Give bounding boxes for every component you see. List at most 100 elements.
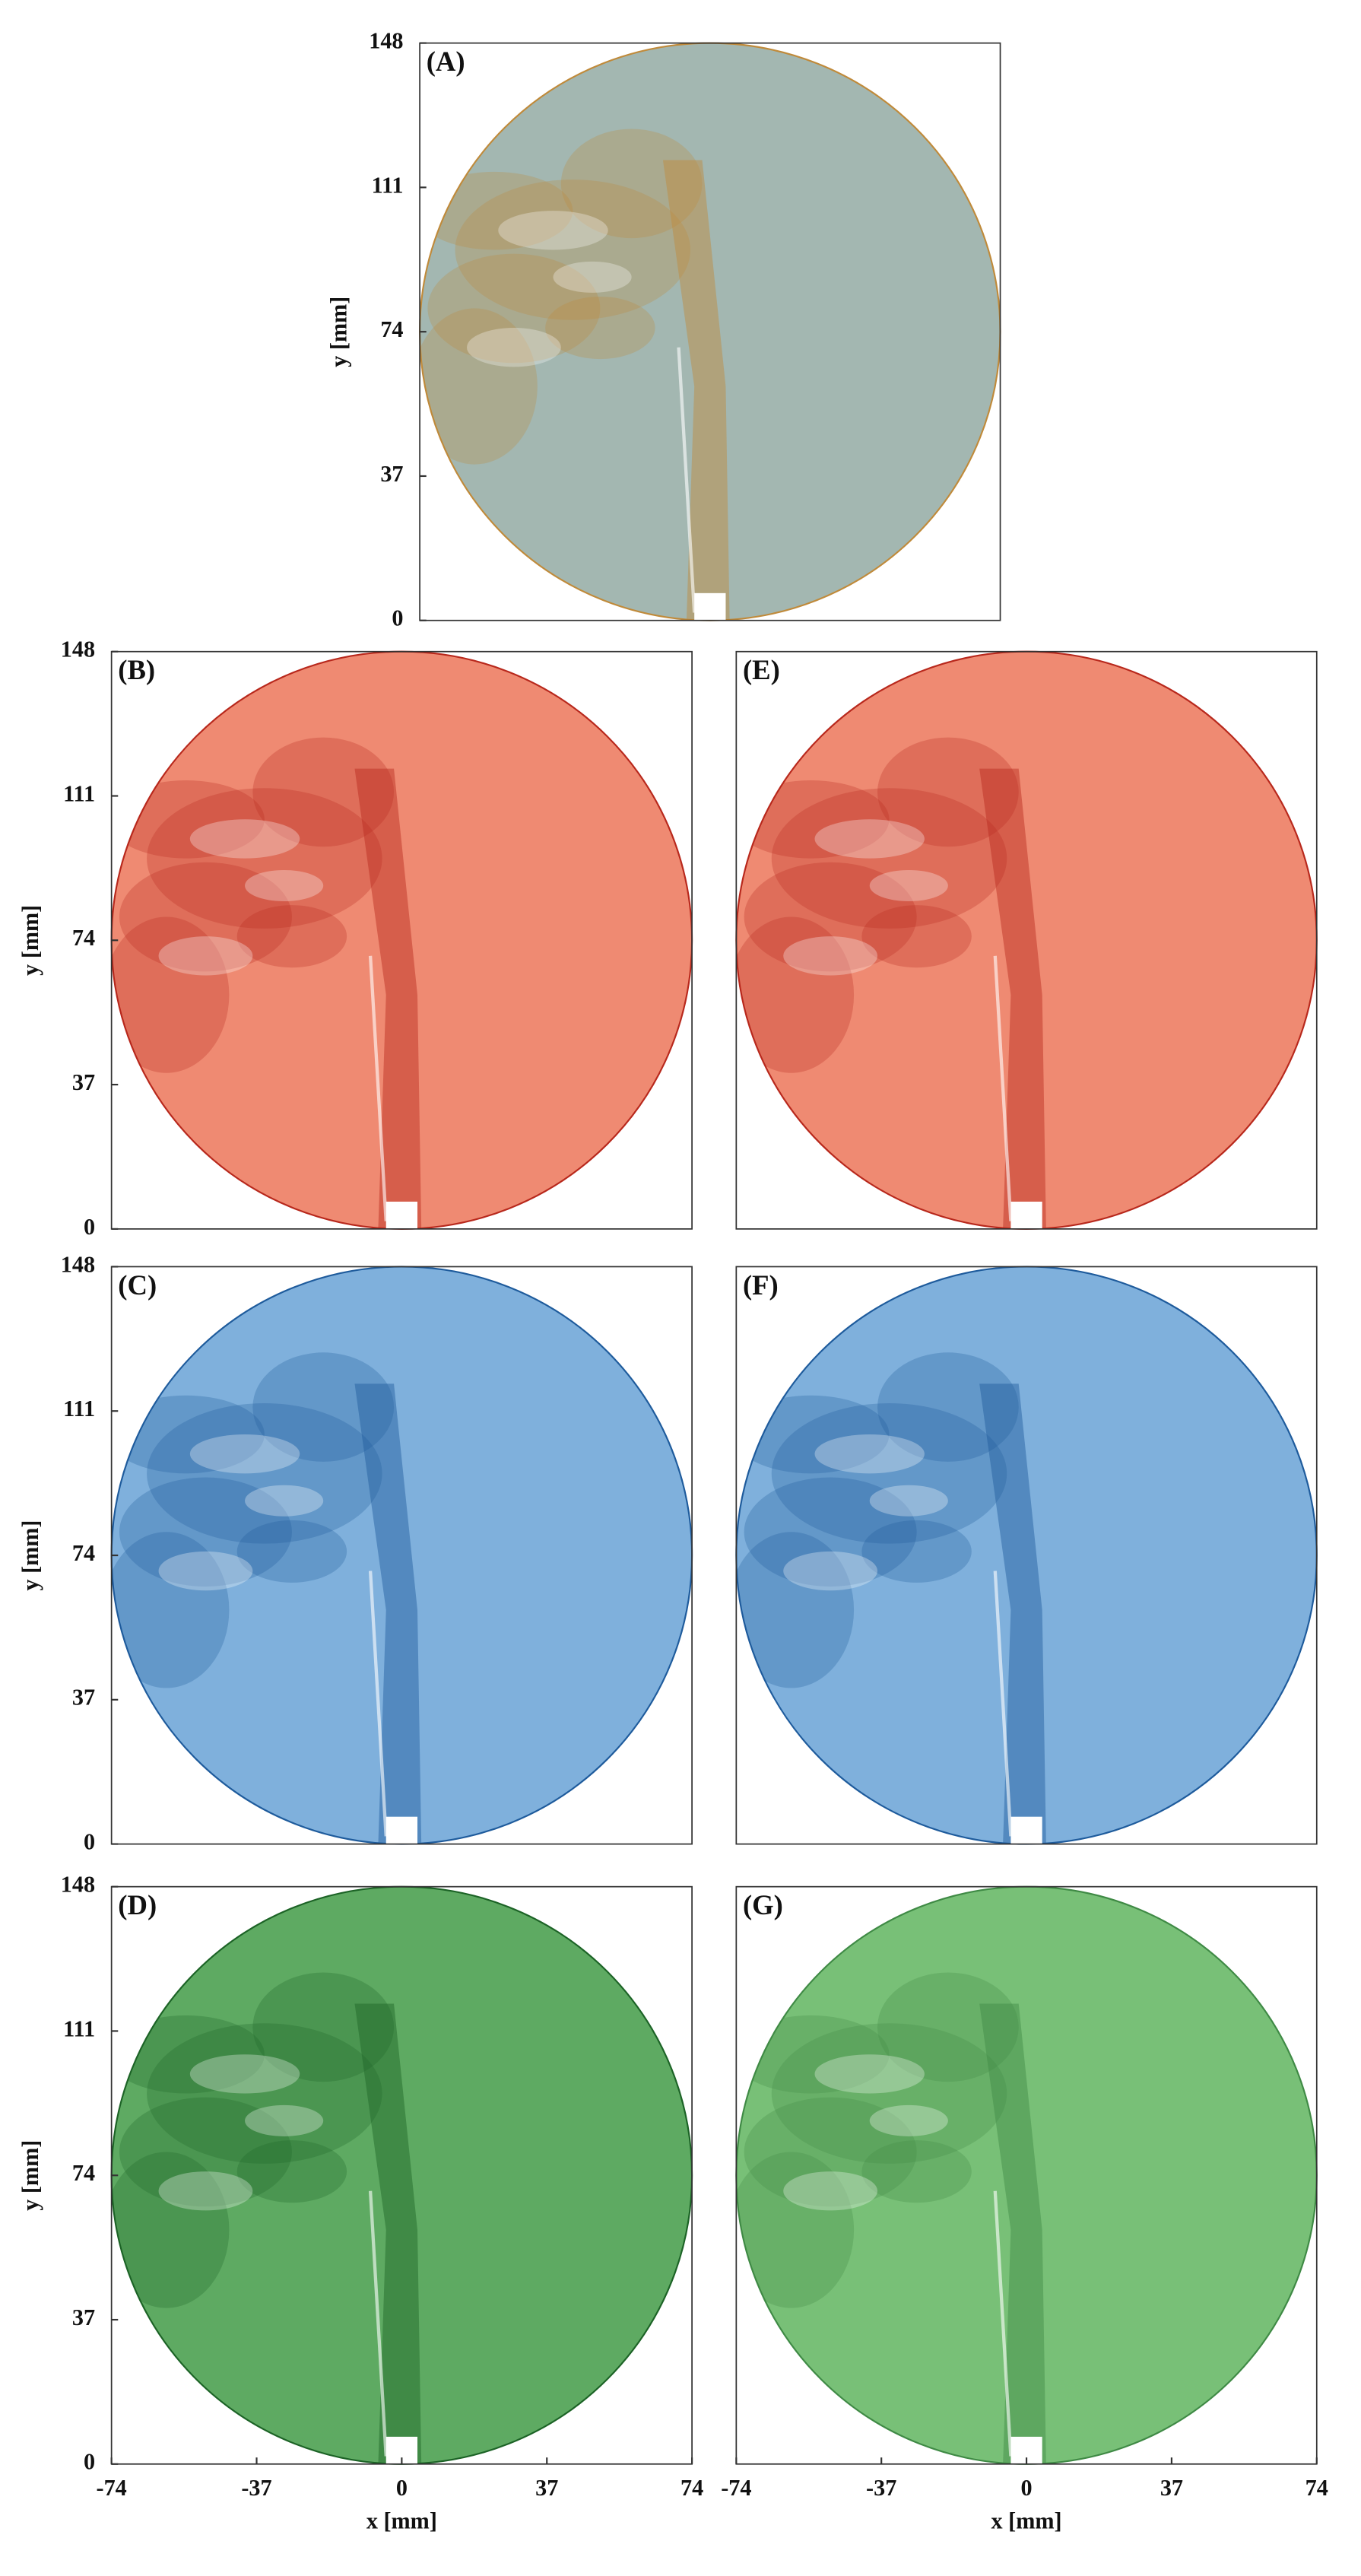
y-tick-label: 111 — [63, 2015, 95, 2041]
plume-blotch — [545, 297, 655, 360]
plume-blotch — [455, 179, 691, 320]
plume-blotch — [119, 1477, 292, 1587]
plume-blotch — [236, 1520, 347, 1583]
y-tick-label: 74 — [72, 2160, 95, 2186]
panel-label: (E) — [743, 654, 780, 685]
plume-highlight — [245, 2104, 324, 2136]
y-tick-label: 0 — [84, 1214, 95, 1240]
plume-highlight — [814, 2054, 925, 2094]
panel-label: (F) — [743, 1269, 779, 1301]
panel: (A) 0 37 74 111 148 y [mm] — [326, 28, 1001, 631]
y-tick-label: 0 — [84, 1829, 95, 1855]
image-features — [111, 1972, 422, 2464]
plume-highlight — [783, 1551, 878, 1591]
plume-highlight — [245, 1485, 324, 1517]
plume-highlight — [869, 869, 948, 902]
plume-blotch — [861, 1520, 972, 1583]
plume-highlight — [553, 261, 632, 293]
x-tick-label: -74 — [721, 2475, 751, 2501]
nozzle — [694, 592, 726, 621]
panel: (B) 0 37 74 111 148 y [mm] — [17, 637, 693, 1240]
nozzle — [385, 1816, 418, 1844]
y-tick-label: 37 — [72, 1685, 95, 1710]
y-tick-label: 74 — [72, 1540, 95, 1566]
x-tick-label: 37 — [1160, 2475, 1183, 2501]
y-tick-label: 74 — [380, 316, 403, 342]
y-tick-label: 111 — [63, 780, 95, 806]
jet-edge — [368, 2190, 388, 2457]
y-axis-label: y [mm] — [17, 905, 43, 976]
plume-highlight — [869, 2104, 948, 2136]
nozzle — [1010, 1201, 1042, 1229]
jet-edge — [993, 2190, 1013, 2457]
y-tick-label: 37 — [72, 1069, 95, 1095]
x-tick-label: -74 — [97, 2475, 127, 2501]
y-tick-label: 37 — [72, 2304, 95, 2330]
y-tick-label: 148 — [61, 637, 95, 662]
y-tick-label: 148 — [61, 1251, 95, 1277]
plume-jet — [979, 768, 1046, 1229]
panel: (E) — [735, 650, 1318, 1230]
panel-label: (D) — [118, 1889, 157, 1920]
x-tick-label: -37 — [241, 2475, 271, 2501]
plume-blotch — [252, 1972, 395, 2082]
panel: (G) -74 -37 0 37 74 x [mm] — [721, 1885, 1328, 2533]
y-tick-label: 148 — [61, 1872, 95, 1898]
x-tick-label: 0 — [396, 2475, 408, 2501]
plume-highlight — [783, 936, 878, 976]
jet-edge — [368, 1571, 388, 1837]
panel-label: (B) — [118, 654, 155, 685]
plume-highlight — [783, 2171, 878, 2211]
x-tick-label: 37 — [535, 2475, 558, 2501]
plume-jet — [979, 1383, 1046, 1844]
plume-jet — [354, 768, 422, 1229]
plume-blotch — [111, 2152, 230, 2308]
plume-blotch — [736, 2152, 855, 2308]
plume-blotch — [427, 253, 601, 364]
plume-blotch — [119, 2097, 292, 2207]
plume-highlight — [189, 819, 300, 859]
plume-blotch — [736, 1532, 855, 1688]
x-tick-label: 74 — [1305, 2475, 1328, 2501]
y-axis-label: y [mm] — [17, 2140, 43, 2211]
y-tick-label: 0 — [84, 2449, 95, 2475]
jet-edge — [993, 1571, 1013, 1837]
plume-blotch — [771, 1402, 1007, 1544]
y-axis-label: y [mm] — [17, 1520, 43, 1591]
plume-blotch — [877, 1972, 1019, 2082]
y-tick-label: 148 — [369, 28, 403, 54]
axes-box — [735, 1266, 1318, 1845]
image-features — [111, 737, 422, 1229]
x-tick-label: 0 — [1021, 2475, 1033, 2501]
plume-blotch — [111, 916, 230, 1073]
y-tick-label: 111 — [372, 172, 404, 198]
jet-edge — [677, 347, 696, 613]
image-features — [736, 1352, 1046, 1844]
plume-blotch — [877, 1352, 1019, 1462]
plume-jet — [354, 1383, 422, 1844]
plume-highlight — [869, 1485, 948, 1517]
panel: (C) 0 37 74 111 148 y [mm] — [17, 1251, 693, 1855]
plume-highlight — [158, 2171, 253, 2211]
plume-highlight — [814, 819, 925, 859]
nozzle — [385, 1201, 418, 1229]
x-axis-label: x [mm] — [366, 2508, 437, 2533]
plume-blotch — [744, 2097, 917, 2207]
y-tick-label: 0 — [392, 605, 403, 631]
plume-blotch — [560, 129, 703, 239]
jet-edge — [368, 955, 388, 1221]
plume-highlight — [189, 1434, 300, 1474]
plume-highlight — [498, 211, 608, 250]
plume-highlight — [814, 1434, 925, 1474]
nozzle — [1010, 1816, 1042, 1844]
plume-blotch — [771, 2023, 1007, 2164]
jet-edge — [993, 955, 1013, 1221]
plume-blotch — [119, 862, 292, 972]
y-tick-label: 37 — [380, 461, 403, 487]
plume-blotch — [744, 862, 917, 972]
y-tick-label: 111 — [63, 1396, 95, 1421]
panel: (F) — [735, 1266, 1318, 1845]
x-tick-label: -37 — [866, 2475, 896, 2501]
